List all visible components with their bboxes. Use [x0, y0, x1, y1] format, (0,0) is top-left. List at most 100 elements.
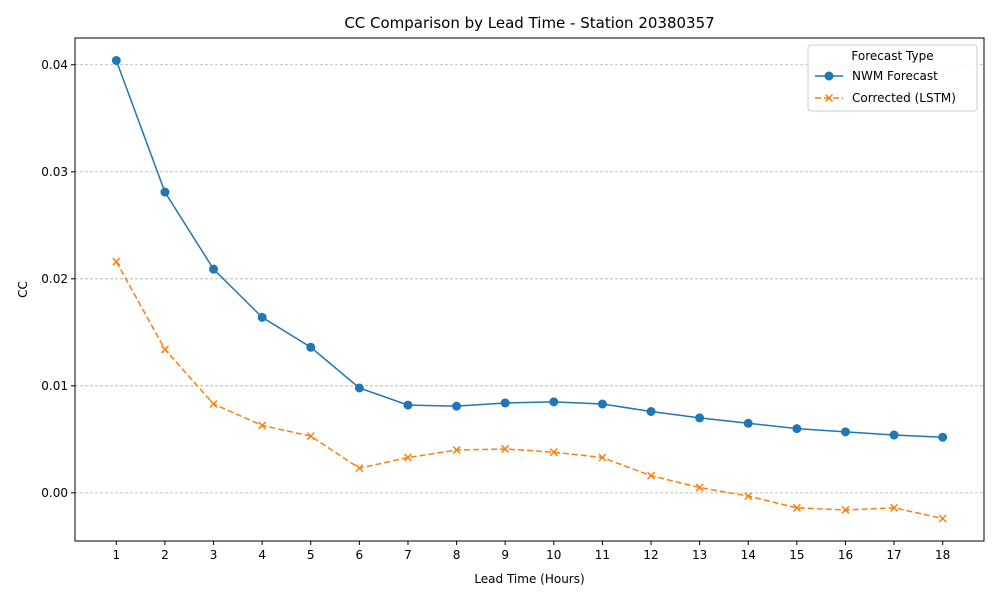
x-tick-label: 9 — [501, 548, 509, 562]
legend-box — [807, 44, 978, 112]
legend-label: NWM Forecast — [852, 69, 938, 83]
data-point — [501, 444, 510, 453]
data-point — [500, 398, 510, 408]
data-point — [160, 345, 169, 354]
marker-stroke — [403, 453, 413, 462]
data-point — [743, 418, 753, 428]
x-tick-label: 18 — [935, 548, 950, 562]
x-tick-label: 12 — [643, 548, 658, 562]
x-tick-label: 4 — [258, 548, 266, 562]
y-tick-label: 0.00 — [41, 486, 68, 500]
marker-stroke — [792, 503, 801, 512]
x-axis-label: Lead Time (Hours) — [474, 572, 584, 586]
marker-stroke — [258, 421, 267, 430]
x-tick-label: 5 — [307, 548, 315, 562]
marker-stroke — [209, 399, 218, 409]
marker-stroke — [452, 446, 461, 455]
data-point — [403, 400, 413, 410]
x-tick-label: 11 — [595, 548, 610, 562]
legend-items: NWM Forecast Corrected (LSTM) — [815, 69, 956, 105]
data-point — [306, 342, 316, 352]
data-point — [840, 427, 850, 437]
marker-stroke — [744, 492, 753, 501]
marker-stroke — [824, 93, 834, 103]
legend-title: Forecast Type — [851, 49, 933, 63]
data-point — [306, 432, 315, 441]
data-point — [938, 432, 948, 442]
marker-stroke — [355, 464, 364, 473]
x-axis: 1 2 3 4 5 6 7 8 9 10 11 12 13 14 15 16 17 18 — [112, 541, 950, 562]
marker-stroke — [549, 448, 558, 457]
marker-stroke — [841, 505, 850, 514]
y-tick-label: 0.03 — [41, 165, 68, 179]
marker-stroke — [306, 432, 315, 441]
y-axis: 0.00 0.01 0.02 0.03 0.04 — [41, 58, 75, 500]
legend-item: Corrected (LSTM) — [815, 91, 956, 105]
y-tick-label: 0.02 — [41, 272, 68, 286]
data-point — [355, 464, 364, 473]
data-point — [890, 503, 899, 512]
y-axis-label: CC — [16, 281, 30, 298]
x-tick-label: 16 — [838, 548, 853, 562]
data-point — [744, 492, 753, 501]
legend: Forecast Type NWM Forecast Corrected (LST… — [807, 44, 978, 112]
marker-stroke — [160, 345, 169, 354]
legend-item: NWM Forecast — [815, 69, 938, 83]
data-point — [792, 424, 802, 434]
x-tick-label: 14 — [741, 548, 756, 562]
x-tick-label: 17 — [886, 548, 901, 562]
marker-stroke — [501, 444, 510, 453]
data-point — [452, 446, 461, 455]
data-point — [257, 312, 267, 322]
data-point — [695, 413, 705, 423]
x-tick-label: 7 — [404, 548, 412, 562]
data-point — [646, 407, 656, 417]
plot-area-frame — [74, 37, 985, 542]
data-point — [598, 453, 607, 462]
chart-title: CC Comparison by Lead Time - Station 203… — [344, 14, 714, 32]
data-point — [549, 448, 558, 457]
x-tick-label: 15 — [789, 548, 804, 562]
y-tick-label: 0.04 — [41, 58, 68, 72]
x-tick-label: 13 — [692, 548, 707, 562]
marker-stroke — [112, 257, 121, 266]
series-corrected-lstm — [112, 257, 947, 523]
x-tick-label: 1 — [112, 548, 120, 562]
data-point — [111, 55, 121, 65]
data-point — [841, 505, 850, 514]
data-point — [209, 399, 218, 409]
series-line — [115, 261, 943, 520]
data-point — [646, 471, 656, 480]
series-layer — [111, 55, 948, 523]
data-point — [597, 399, 607, 409]
legend-swatch-marker — [824, 71, 834, 81]
data-point — [938, 514, 947, 523]
x-tick-label: 3 — [210, 548, 218, 562]
data-point — [452, 401, 462, 411]
x-tick-label: 8 — [453, 548, 461, 562]
marker-stroke — [598, 453, 607, 462]
data-point — [549, 397, 559, 407]
data-point — [258, 421, 267, 430]
marker-stroke — [890, 503, 899, 512]
data-point — [354, 383, 364, 393]
data-point — [112, 257, 121, 266]
data-point — [695, 483, 704, 492]
data-point — [160, 187, 170, 197]
series-nwm-forecast — [111, 55, 948, 442]
legend-label: Corrected (LSTM) — [852, 91, 956, 105]
x-tick-label: 2 — [161, 548, 169, 562]
marker-stroke — [646, 471, 656, 480]
legend-swatch-marker — [824, 93, 834, 103]
marker-stroke — [695, 483, 704, 492]
data-point — [889, 430, 899, 440]
data-point — [792, 503, 801, 512]
data-point — [209, 264, 219, 274]
x-tick-label: 6 — [356, 548, 364, 562]
marker-stroke — [938, 514, 947, 523]
series-line — [115, 60, 943, 438]
x-tick-label: 10 — [546, 548, 561, 562]
y-tick-label: 0.01 — [41, 379, 68, 393]
data-point — [403, 453, 413, 462]
